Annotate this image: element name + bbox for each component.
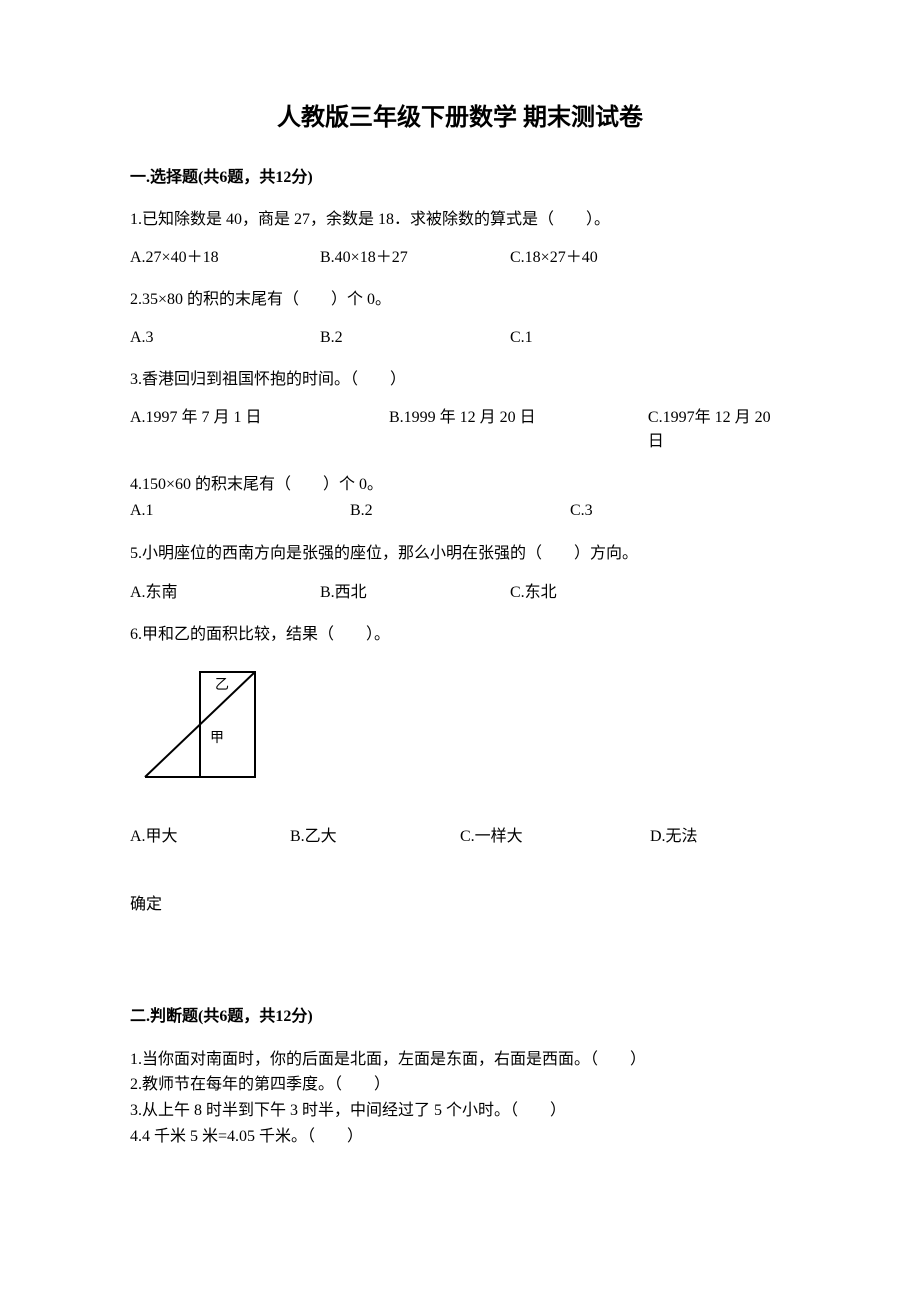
s2-question-4: 4.4 千米 5 米=4.05 千米。（ ） bbox=[130, 1124, 790, 1150]
section-2-header: 二.判断题(共6题，共12分) bbox=[130, 1005, 790, 1029]
question-5-options: A.东南 B.西北 C.东北 bbox=[130, 581, 790, 605]
question-2-text: 2.35×80 的积的末尾有（ ）个 0。 bbox=[130, 288, 790, 312]
q6-option-d: D.无法 bbox=[650, 825, 698, 849]
triangle-rectangle-diagram: 甲 乙 bbox=[140, 667, 260, 782]
q3-option-b: B.1999 年 12 月 20 日 bbox=[389, 406, 648, 454]
question-1: 1.已知除数是 40，商是 27，余数是 18．求被除数的算式是（ ）。 A.2… bbox=[130, 208, 790, 270]
question-3-options: A.1997 年 7 月 1 日 B.1999 年 12 月 20 日 C.19… bbox=[130, 406, 790, 454]
question-4-options: A.1 B.2 C.3 bbox=[130, 498, 790, 524]
q1-option-c: C.18×27＋40 bbox=[510, 246, 700, 270]
q4-option-b: B.2 bbox=[350, 498, 570, 524]
question-2-options: A.3 B.2 C.1 bbox=[130, 326, 790, 350]
q6-option-c: C.一样大 bbox=[460, 825, 650, 849]
question-1-options: A.27×40＋18 B.40×18＋27 C.18×27＋40 bbox=[130, 246, 790, 270]
label-yi: 乙 bbox=[215, 677, 229, 693]
question-4-text: 4.150×60 的积末尾有（ ）个 0。 bbox=[130, 472, 790, 498]
q5-option-b: B.西北 bbox=[320, 581, 510, 605]
q1-option-a: A.27×40＋18 bbox=[130, 246, 320, 270]
section-1-header: 一.选择题(共6题，共12分) bbox=[130, 166, 790, 190]
question-3-text: 3.香港回归到祖国怀抱的时间。（ ） bbox=[130, 368, 790, 392]
question-4: 4.150×60 的积末尾有（ ）个 0。 A.1 B.2 C.3 bbox=[130, 472, 790, 523]
q6-option-a: A.甲大 bbox=[130, 825, 290, 849]
s2-question-1: 1.当你面对南面时，你的后面是北面，左面是东面，右面是西面。（ ） bbox=[130, 1047, 790, 1073]
q6-option-d-extra: 确定 bbox=[130, 893, 790, 917]
q2-option-b: B.2 bbox=[320, 326, 510, 350]
q4-option-c: C.3 bbox=[570, 498, 593, 524]
question-5: 5.小明座位的西南方向是张强的座位，那么小明在张强的（ ）方向。 A.东南 B.… bbox=[130, 541, 790, 605]
question-3: 3.香港回归到祖国怀抱的时间。（ ） A.1997 年 7 月 1 日 B.19… bbox=[130, 368, 790, 454]
q3-option-c: C.1997年 12 月 20 日 bbox=[648, 406, 790, 454]
s2-question-3: 3.从上午 8 时半到下午 3 时半，中间经过了 5 个小时。（ ） bbox=[130, 1098, 790, 1124]
question-1-text: 1.已知除数是 40，商是 27，余数是 18．求被除数的算式是（ ）。 bbox=[130, 208, 790, 232]
question-2: 2.35×80 的积的末尾有（ ）个 0。 A.3 B.2 C.1 bbox=[130, 288, 790, 350]
question-5-text: 5.小明座位的西南方向是张强的座位，那么小明在张强的（ ）方向。 bbox=[130, 541, 790, 567]
q5-option-a: A.东南 bbox=[130, 581, 320, 605]
q4-option-a: A.1 bbox=[130, 498, 350, 524]
q5-option-c: C.东北 bbox=[510, 581, 700, 605]
spacer bbox=[130, 935, 790, 985]
s2-question-2: 2.教师节在每年的第四季度。（ ） bbox=[130, 1072, 790, 1098]
label-jia: 甲 bbox=[210, 731, 224, 746]
q1-option-b: B.40×18＋27 bbox=[320, 246, 510, 270]
question-6-options: A.甲大 B.乙大 C.一样大 D.无法 bbox=[130, 825, 790, 849]
q2-option-a: A.3 bbox=[130, 326, 320, 350]
spacer bbox=[130, 863, 790, 893]
q6-option-b: B.乙大 bbox=[290, 825, 460, 849]
question-6-text: 6.甲和乙的面积比较，结果（ ）。 bbox=[130, 623, 790, 647]
q6-figure: 甲 乙 bbox=[140, 667, 790, 790]
question-6: 6.甲和乙的面积比较，结果（ ）。 甲 乙 A.甲大 B.乙大 C.一样大 D.… bbox=[130, 623, 790, 917]
q3-option-a: A.1997 年 7 月 1 日 bbox=[130, 406, 389, 454]
page-title: 人教版三年级下册数学 期末测试卷 bbox=[130, 100, 790, 136]
q2-option-c: C.1 bbox=[510, 326, 700, 350]
section-2-questions: 1.当你面对南面时，你的后面是北面，左面是东面，右面是西面。（ ） 2.教师节在… bbox=[130, 1047, 790, 1149]
